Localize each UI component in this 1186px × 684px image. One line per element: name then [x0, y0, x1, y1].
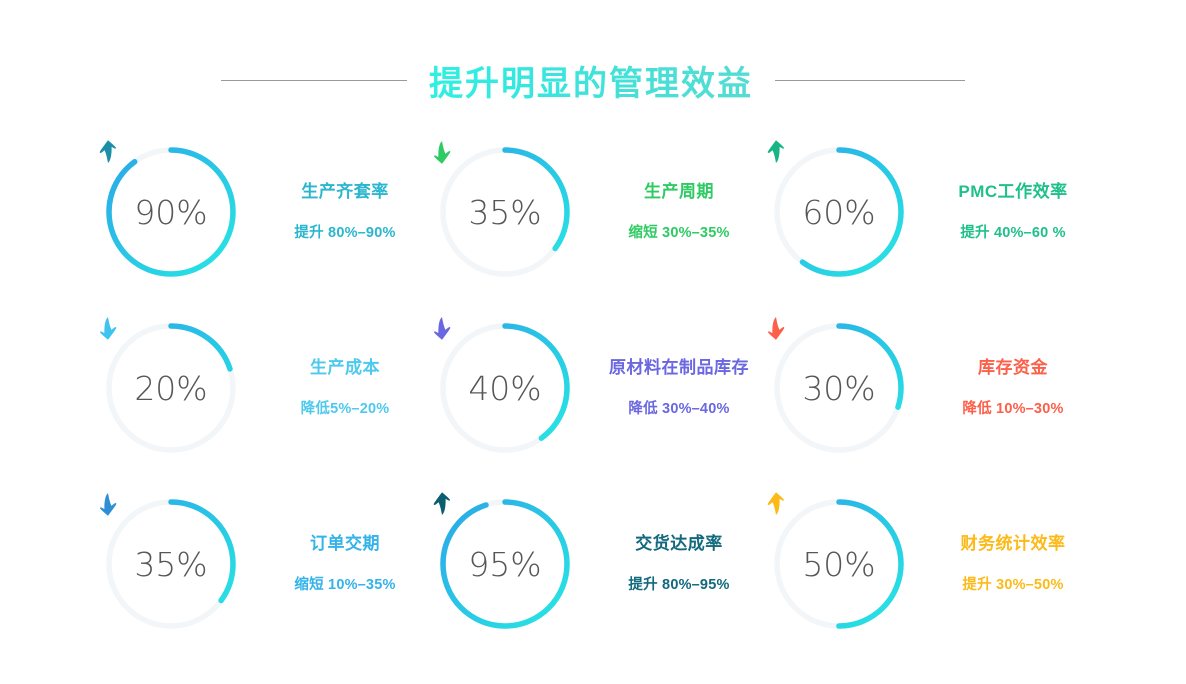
metric-card: 30% 库存资金 降低 10%–30%	[764, 300, 1098, 476]
ring-progress-arc	[440, 323, 570, 453]
title-rule-left	[221, 79, 407, 81]
metric-card: 50% 财务统计效率 提升 30%–50%	[764, 476, 1098, 652]
metric-title: 生产周期	[644, 182, 714, 202]
metric-subtitle: 提升 80%–95%	[628, 576, 730, 593]
metric-grid: 90% 生产齐套率 提升 80%–90% 35% 生产周期 缩短 30%–35% 60% PM…	[96, 124, 1096, 652]
progress-ring: 40%	[430, 313, 580, 463]
metric-subtitle: 缩短 30%–35%	[628, 224, 730, 241]
metric-subtitle: 提升 80%–90%	[294, 224, 396, 241]
metric-title: 生产齐套率	[301, 182, 389, 202]
metric-card: 35% 生产周期 缩短 30%–35%	[430, 124, 764, 300]
metric-labels: 原材料在制品库存 降低 30%–40%	[594, 358, 764, 418]
metric-card: 40% 原材料在制品库存 降低 30%–40%	[430, 300, 764, 476]
ring-progress-arc	[106, 147, 236, 277]
metric-labels: 生产周期缩短 30%–35%	[594, 182, 764, 242]
progress-ring: 20%	[96, 313, 246, 463]
metric-labels: 生产齐套率提升 80%–90%	[260, 182, 430, 242]
ring-progress-arc	[774, 499, 904, 629]
metric-card: 90% 生产齐套率 提升 80%–90%	[96, 124, 430, 300]
progress-ring: 90%	[96, 137, 246, 287]
metric-title: 订单交期	[310, 534, 380, 554]
metric-labels: 订单交期缩短 10%–35%	[260, 534, 430, 594]
metric-card: 20% 生产成本 降低5%–20%	[96, 300, 430, 476]
progress-ring: 50%	[764, 489, 914, 639]
page-title: 提升明显的管理效益	[429, 56, 753, 105]
progress-ring: 95%	[430, 489, 580, 639]
metric-card: 60% PMC工作效率 提升 40%–60 %	[764, 124, 1098, 300]
metric-labels: 库存资金降低 10%–30%	[928, 358, 1098, 418]
ring-progress-arc	[774, 147, 904, 277]
metric-title: 财务统计效率	[960, 534, 1066, 554]
title-rule-right	[775, 79, 965, 81]
metric-title: 交货达成率	[635, 534, 723, 554]
metric-labels: PMC工作效率 提升 40%–60 %	[928, 182, 1098, 242]
ring-progress-arc	[440, 147, 570, 277]
ring-progress-arc	[106, 499, 236, 629]
metric-subtitle: 降低5%–20%	[300, 400, 390, 417]
progress-ring: 35%	[96, 489, 246, 639]
metric-title: 库存资金	[978, 358, 1048, 378]
metric-title: 原材料在制品库存	[609, 358, 749, 378]
metric-labels: 生产成本降低5%–20%	[260, 358, 430, 418]
metric-card: 35% 订单交期 缩短 10%–35%	[96, 476, 430, 652]
metric-title: 生产成本	[310, 358, 380, 378]
metric-labels: 财务统计效率 提升 30%–50%	[928, 534, 1098, 594]
metric-subtitle: 降低 30%–40%	[628, 400, 730, 417]
metric-labels: 交货达成率提升 80%–95%	[594, 534, 764, 594]
progress-ring: 35%	[430, 137, 580, 287]
metric-title: PMC工作效率	[958, 182, 1068, 202]
metric-subtitle: 缩短 10%–35%	[294, 576, 396, 593]
metric-card: 95% 交货达成率 提升 80%–95%	[430, 476, 764, 652]
ring-progress-arc	[106, 323, 236, 453]
metric-subtitle: 降低 10%–30%	[962, 400, 1064, 417]
progress-ring: 30%	[764, 313, 914, 463]
metric-subtitle: 提升 40%–60 %	[960, 224, 1066, 241]
ring-progress-arc	[440, 499, 570, 629]
ring-progress-arc	[774, 323, 904, 453]
page-header: 提升明显的管理效益	[0, 52, 1186, 108]
progress-ring: 60%	[764, 137, 914, 287]
metric-subtitle: 提升 30%–50%	[962, 576, 1064, 593]
